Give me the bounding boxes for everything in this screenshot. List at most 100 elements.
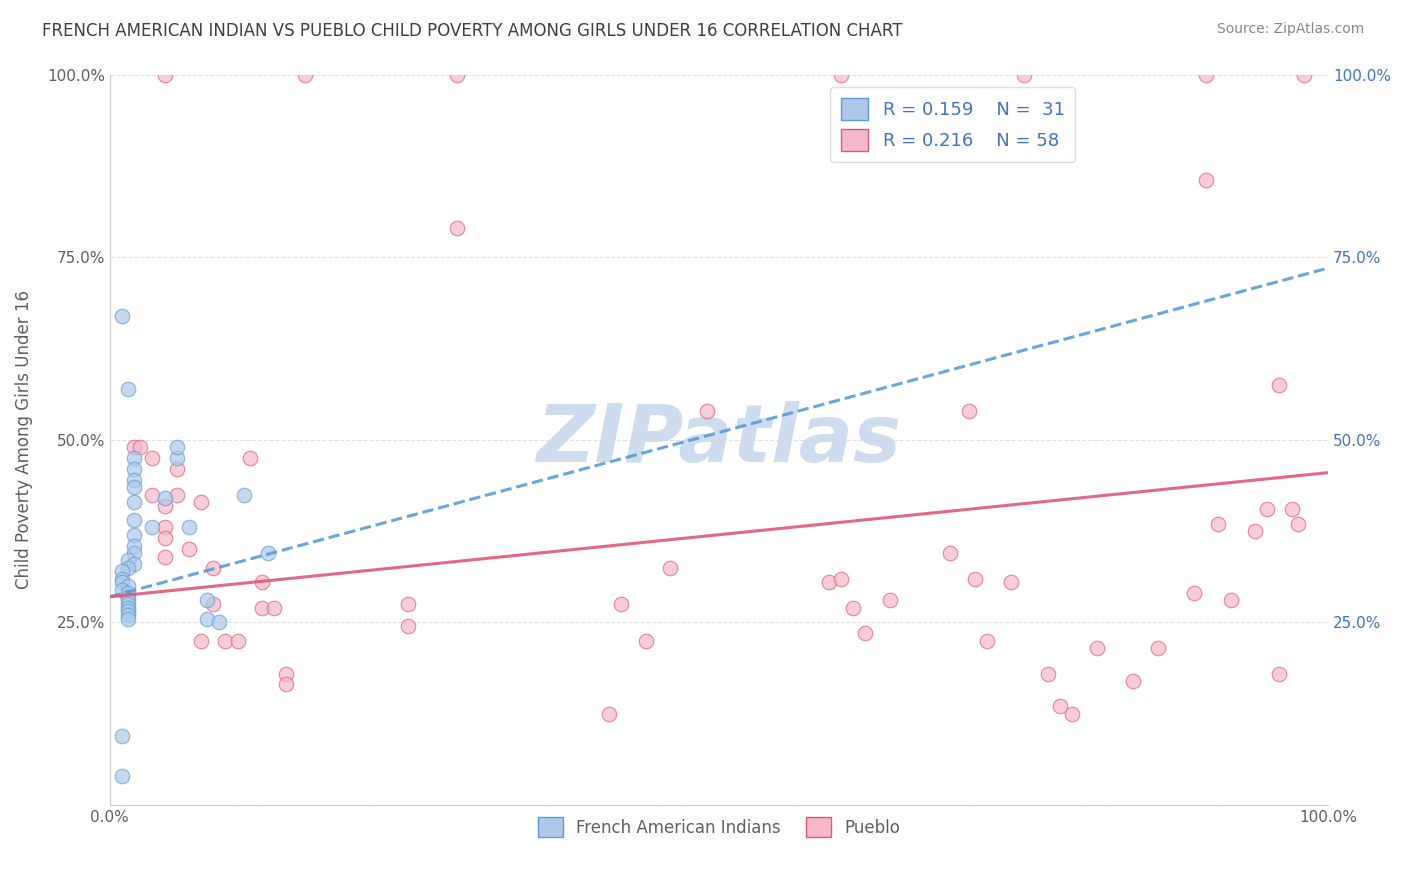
Point [226, 633, 249, 648]
Point [276, 677, 298, 691]
Point [1146, 640, 1168, 655]
Point [1292, 68, 1315, 82]
Point [153, 68, 176, 82]
Point [122, 440, 145, 454]
Point [830, 68, 852, 82]
Point [842, 600, 865, 615]
Point [250, 600, 273, 615]
Point [879, 593, 901, 607]
Point [122, 546, 145, 560]
Point [830, 572, 852, 586]
Point [202, 597, 225, 611]
Point [1049, 699, 1071, 714]
Point [853, 626, 876, 640]
Point [122, 462, 145, 476]
Point [117, 579, 139, 593]
Point [276, 666, 298, 681]
Point [446, 221, 468, 235]
Point [195, 612, 218, 626]
Point [141, 487, 163, 501]
Point [117, 586, 139, 600]
Point [117, 597, 139, 611]
Point [263, 600, 285, 615]
Point [111, 564, 134, 578]
Point [202, 560, 225, 574]
Point [153, 520, 176, 534]
Point [141, 450, 163, 465]
Point [117, 608, 139, 623]
Point [117, 382, 139, 396]
Point [976, 633, 998, 648]
Point [122, 473, 145, 487]
Point [122, 557, 145, 571]
Point [111, 769, 134, 783]
Y-axis label: Child Poverty Among Girls Under 16: Child Poverty Among Girls Under 16 [15, 290, 32, 590]
Point [122, 539, 145, 553]
Point [1286, 516, 1309, 531]
Text: ZIPatlas: ZIPatlas [537, 401, 901, 479]
Point [1182, 586, 1205, 600]
Point [117, 560, 139, 574]
Point [166, 462, 188, 476]
Point [1195, 173, 1218, 187]
Point [610, 597, 633, 611]
Point [659, 560, 682, 574]
Point [250, 575, 273, 590]
Point [817, 575, 839, 590]
Point [190, 633, 212, 648]
Point [1062, 706, 1084, 721]
Point [232, 487, 254, 501]
Point [111, 582, 134, 597]
Point [111, 309, 134, 323]
Point [1000, 575, 1022, 590]
Text: FRENCH AMERICAN INDIAN VS PUEBLO CHILD POVERTY AMONG GIRLS UNDER 16 CORRELATION : FRENCH AMERICAN INDIAN VS PUEBLO CHILD P… [42, 22, 903, 40]
Point [122, 495, 145, 509]
Point [153, 549, 176, 564]
Point [1219, 593, 1241, 607]
Point [257, 546, 280, 560]
Point [1268, 666, 1291, 681]
Point [129, 440, 152, 454]
Point [239, 450, 262, 465]
Point [111, 729, 134, 743]
Point [117, 600, 139, 615]
Point [190, 495, 212, 509]
Point [963, 572, 986, 586]
Point [153, 499, 176, 513]
Point [1085, 640, 1108, 655]
Point [122, 513, 145, 527]
Point [214, 633, 236, 648]
Point [117, 590, 139, 604]
Point [1122, 673, 1144, 688]
Point [166, 487, 188, 501]
Point [122, 527, 145, 541]
Point [1281, 502, 1303, 516]
Point [177, 542, 200, 557]
Point [177, 520, 200, 534]
Point [153, 532, 176, 546]
Point [939, 546, 962, 560]
Point [166, 440, 188, 454]
Point [208, 615, 231, 630]
Point [1195, 68, 1218, 82]
Point [634, 633, 657, 648]
Point [696, 403, 718, 417]
Point [396, 597, 419, 611]
Text: Source: ZipAtlas.com: Source: ZipAtlas.com [1216, 22, 1364, 37]
Point [1256, 502, 1278, 516]
Point [122, 450, 145, 465]
Point [1012, 68, 1035, 82]
Point [446, 68, 468, 82]
Point [141, 520, 163, 534]
Point [111, 575, 134, 590]
Point [294, 68, 316, 82]
Legend: French American Indians, Pueblo: French American Indians, Pueblo [531, 811, 907, 844]
Point [195, 593, 218, 607]
Point [396, 619, 419, 633]
Point [122, 480, 145, 494]
Point [1268, 378, 1291, 392]
Point [117, 604, 139, 618]
Point [598, 706, 620, 721]
Point [957, 403, 980, 417]
Point [117, 612, 139, 626]
